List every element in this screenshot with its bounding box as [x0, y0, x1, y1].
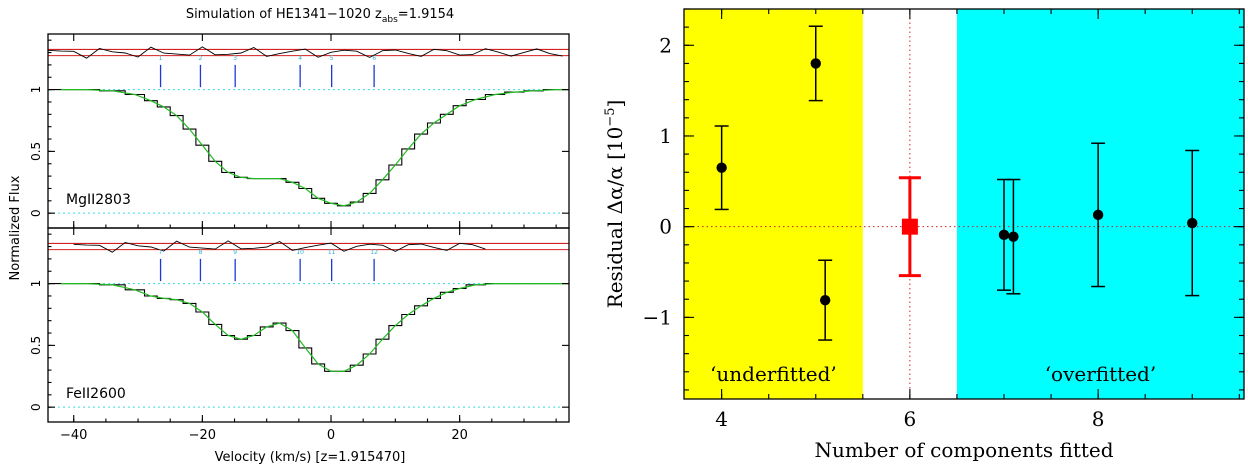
region-label-overfitted: ‘overfitted’	[1045, 362, 1157, 386]
panel-bottom-residual-trace	[73, 240, 486, 253]
spectrum-xtick-label: −40	[60, 428, 87, 443]
panel-bottom-ytick-label: 0.5	[29, 336, 43, 355]
panel-bottom-ytick-label: 1	[29, 280, 43, 288]
alpha-xtick-label: 4	[715, 407, 728, 431]
spectrum-xtick-label: 0	[327, 428, 335, 443]
panel-bottom-component-label: 12	[370, 249, 378, 256]
panel-top-component-label: 2	[199, 55, 203, 62]
data-point	[1092, 209, 1104, 221]
alpha-ytick-label: 1	[659, 124, 672, 148]
data-point	[1187, 217, 1198, 229]
panel-top-component-label: 3	[233, 55, 237, 62]
data-point-best-fit	[901, 218, 918, 235]
data-point	[998, 229, 1010, 241]
panel-top-residual-trace	[47, 46, 563, 59]
panel-top-component-label: 1	[159, 55, 163, 62]
spectrum-title-main: Simulation of HE1341−1020 z	[186, 7, 382, 22]
alpha-ytick-label: 0	[659, 215, 672, 239]
panel-top-component-label: 6	[372, 55, 376, 62]
spectrum-xlabel: Velocity (km/s) [z=1.915470]	[215, 450, 406, 465]
region-underfitted	[684, 9, 863, 399]
panel-top-ytick-label: 0.5	[29, 142, 43, 161]
panel-top: 1 2 3 4 5 6 MgII2803 0 0.5 1	[29, 33, 570, 229]
data-point	[1008, 231, 1019, 242]
spectrum-title: Simulation of HE1341−1020 zabs=1.9154	[186, 7, 454, 25]
alpha-xlabel: Number of components fitted	[814, 438, 1113, 462]
data-point	[810, 58, 821, 69]
alpha-ylabel-suffix: ]	[603, 100, 627, 108]
panel-top-spectrum	[48, 89, 569, 207]
panel-top-model-fit	[60, 89, 569, 207]
panel-bottom-component-label: 9	[233, 249, 237, 256]
alpha-xtick-label: 6	[904, 407, 917, 431]
region-overfitted	[956, 9, 1244, 399]
data-point	[716, 162, 727, 173]
panel-top-component-label: 5	[330, 55, 334, 62]
spectrum-title-suffix: =1.9154	[398, 7, 454, 22]
panel-bottom-component-label: 8	[199, 249, 203, 256]
panel-top-ytick-label: 1	[29, 86, 43, 94]
alpha-figure: ‘underfitted’ ‘overfitted’ −1 0 1 2 4 6 8 Numb…	[603, 8, 1245, 462]
panel-bottom-ytick-label: 0	[29, 403, 43, 411]
alpha-xtick-label: 8	[1092, 407, 1105, 431]
alpha-ylabel: Residual Δα/α [10−5]	[603, 100, 627, 309]
panel-bottom-component-label: 7	[159, 249, 163, 256]
panel-bottom-frame	[47, 227, 570, 423]
spectrum-title-sub: abs	[382, 15, 398, 25]
panel-bottom-component-label: 11	[328, 249, 336, 256]
alpha-ytick-label: −1	[643, 305, 672, 329]
spectrum-ylabel: Normalized Flux	[8, 175, 23, 280]
panel-top-ytick-label: 0	[29, 209, 43, 217]
panel-top-label: MgII2803	[66, 192, 131, 208]
alpha-ytick-label: 2	[659, 33, 672, 57]
panel-bottom-spectrum	[48, 283, 569, 372]
panel-top-component-label: 4	[298, 55, 302, 62]
panel-bottom-component-label: 10	[296, 249, 304, 256]
panel-bottom-label: FeII2600	[66, 386, 126, 402]
alpha-ylabel-main: Residual Δα/α [10	[603, 127, 627, 309]
alpha-ylabel-sup: −5	[603, 107, 618, 126]
data-point	[819, 294, 831, 306]
region-label-underfitted: ‘underfitted’	[710, 362, 837, 386]
spectrum-xtick-label: 20	[451, 428, 468, 443]
panel-bottom: 7 8 9 10 11 12 FeII2600 0 0.5 1 −40 −20 0 20	[29, 227, 570, 443]
spectrum-xtick-label: −20	[189, 428, 216, 443]
alpha-frame	[683, 8, 1245, 400]
panel-bottom-model-fit	[60, 283, 569, 372]
